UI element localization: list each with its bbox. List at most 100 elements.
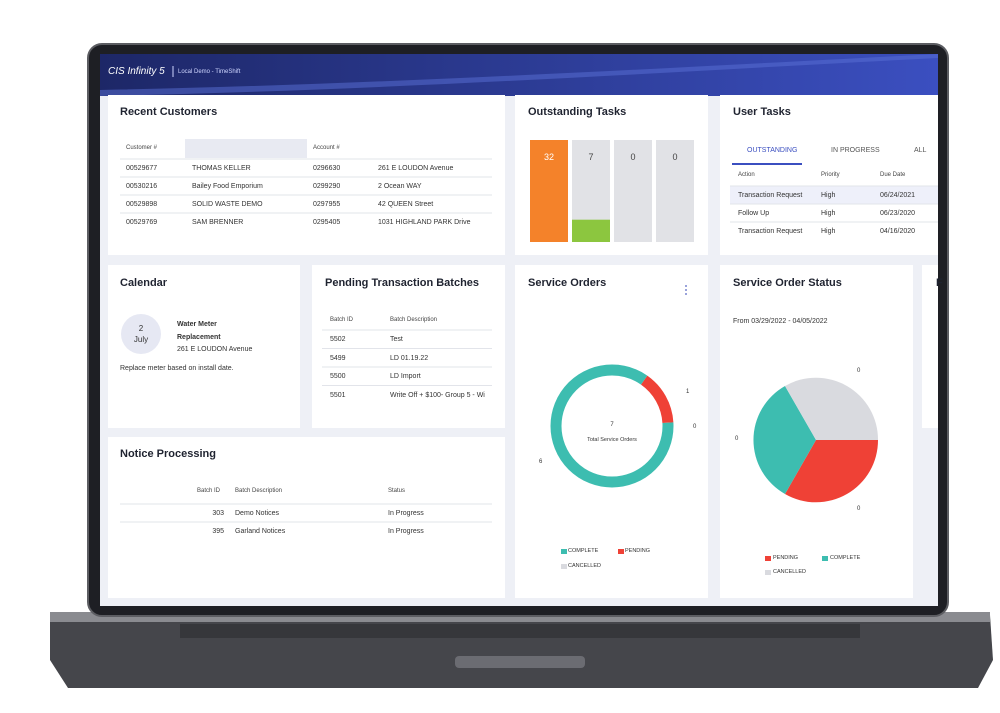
text: 0 — [857, 506, 861, 512]
card — [108, 437, 505, 598]
card-title: Notice Processing — [120, 448, 216, 460]
pie-slice — [753, 386, 816, 494]
column-header: Batch ID — [197, 488, 221, 494]
text: 00530216 — [126, 183, 158, 190]
text: Write Off + $100- Group 5 - Wi — [390, 391, 485, 399]
text: ALL — [914, 147, 927, 154]
date-circle — [121, 314, 161, 354]
text: 261 E LOUDON Avenue — [378, 165, 454, 172]
card-title: Service Orders — [528, 277, 607, 289]
text: LD Import — [390, 373, 421, 380]
column-header: Batch Description — [390, 317, 438, 323]
text: 00529769 — [126, 219, 158, 226]
column-header: Customer # — [126, 145, 158, 151]
card-title: User Tasks — [733, 106, 791, 118]
text: CIS Infinity 5 — [108, 66, 165, 77]
text: From 03/29/2022 - 04/05/2022 — [733, 318, 828, 325]
column-header: Batch Description — [235, 488, 283, 494]
text: CANCELLED — [568, 563, 602, 569]
text: Follow Up — [738, 210, 770, 217]
text: High — [821, 210, 836, 217]
text: 5500 — [330, 373, 346, 380]
header-swoosh — [100, 54, 938, 96]
text: Replace meter based on install date. — [120, 365, 234, 372]
card — [312, 265, 505, 428]
column-header: Due Date — [880, 172, 906, 178]
text: 0297955 — [313, 201, 341, 208]
text: 06/23/2020 — [880, 210, 916, 217]
card — [922, 265, 938, 428]
text: 395 — [212, 528, 224, 535]
text: LD 01.19.22 — [390, 354, 429, 362]
text: 00529898 — [126, 201, 158, 208]
text: Bailey Food Emporium — [192, 183, 263, 190]
text: 04/16/2020 — [880, 228, 916, 235]
text: Garland Notices — [235, 528, 286, 535]
text: High — [821, 228, 836, 235]
text: 1 — [686, 389, 690, 395]
text: PENDING — [773, 555, 799, 561]
card-title: Calendar — [120, 277, 168, 289]
column-header: Batch ID — [330, 317, 354, 323]
column-header: Action — [738, 172, 755, 178]
legend-swatch — [765, 570, 771, 575]
text: SAM BRENNER — [192, 219, 244, 226]
text: 2 — [138, 324, 144, 333]
text: 2 Ocean WAY — [378, 183, 422, 190]
legend-swatch — [618, 549, 624, 554]
text: 5501 — [330, 391, 346, 399]
card-title: Outstanding Tasks — [528, 106, 627, 118]
legend-swatch — [822, 556, 828, 561]
column-header: Account # — [313, 145, 340, 151]
text: 0296630 — [313, 165, 341, 172]
text: Demo Notices — [235, 510, 279, 517]
text: In Progress — [388, 510, 424, 517]
keyboard — [180, 624, 860, 638]
card — [108, 95, 505, 255]
text: 0 — [735, 436, 739, 442]
card — [720, 95, 938, 255]
text: 0 — [630, 152, 636, 162]
donut-slice — [550, 364, 674, 488]
legend-swatch — [561, 549, 567, 554]
text: 32 — [543, 152, 555, 162]
text: THOMAS KELLER — [192, 165, 251, 172]
card — [515, 265, 708, 598]
text: Test — [390, 336, 403, 343]
text: High — [821, 192, 836, 199]
text: 7 — [610, 422, 614, 428]
text: July — [133, 335, 149, 344]
text: Water Meter Replacement — [177, 321, 221, 341]
text: PENDING — [625, 548, 651, 554]
card-title: Service Order Status — [733, 277, 842, 289]
text: 0 — [672, 152, 678, 162]
text: 1031 HIGHLAND PARK Drive — [378, 219, 471, 226]
bar — [572, 219, 610, 242]
status-pie — [753, 377, 879, 503]
legend-swatch — [561, 564, 567, 569]
text: 42 QUEEN Street — [378, 201, 434, 208]
text: Total Service Orders — [587, 437, 637, 443]
text: IN PROGRESS — [831, 147, 880, 154]
text: Transaction Request — [738, 192, 803, 199]
text: SOLID WASTE DEMO — [192, 201, 263, 208]
text: 0 — [693, 424, 697, 430]
trackpad-notch — [455, 656, 585, 668]
text: 06/24/2021 — [880, 192, 916, 199]
row-highlight — [730, 186, 938, 204]
text: 00529677 — [126, 165, 158, 172]
bar-track — [656, 140, 694, 242]
text: 6 — [539, 459, 543, 465]
header-cell — [185, 139, 307, 158]
text: 7 — [588, 152, 594, 162]
text: 261 E LOUDON Avenue — [177, 346, 253, 353]
text: 0295405 — [313, 219, 341, 226]
text: 5502 — [330, 336, 346, 343]
card-title: Pending Transaction Batches — [325, 277, 480, 289]
text: 303 — [212, 510, 224, 517]
bar — [530, 140, 568, 242]
cards — [108, 95, 938, 598]
menu-icon — [685, 285, 687, 295]
text: Transaction Request — [738, 228, 803, 235]
